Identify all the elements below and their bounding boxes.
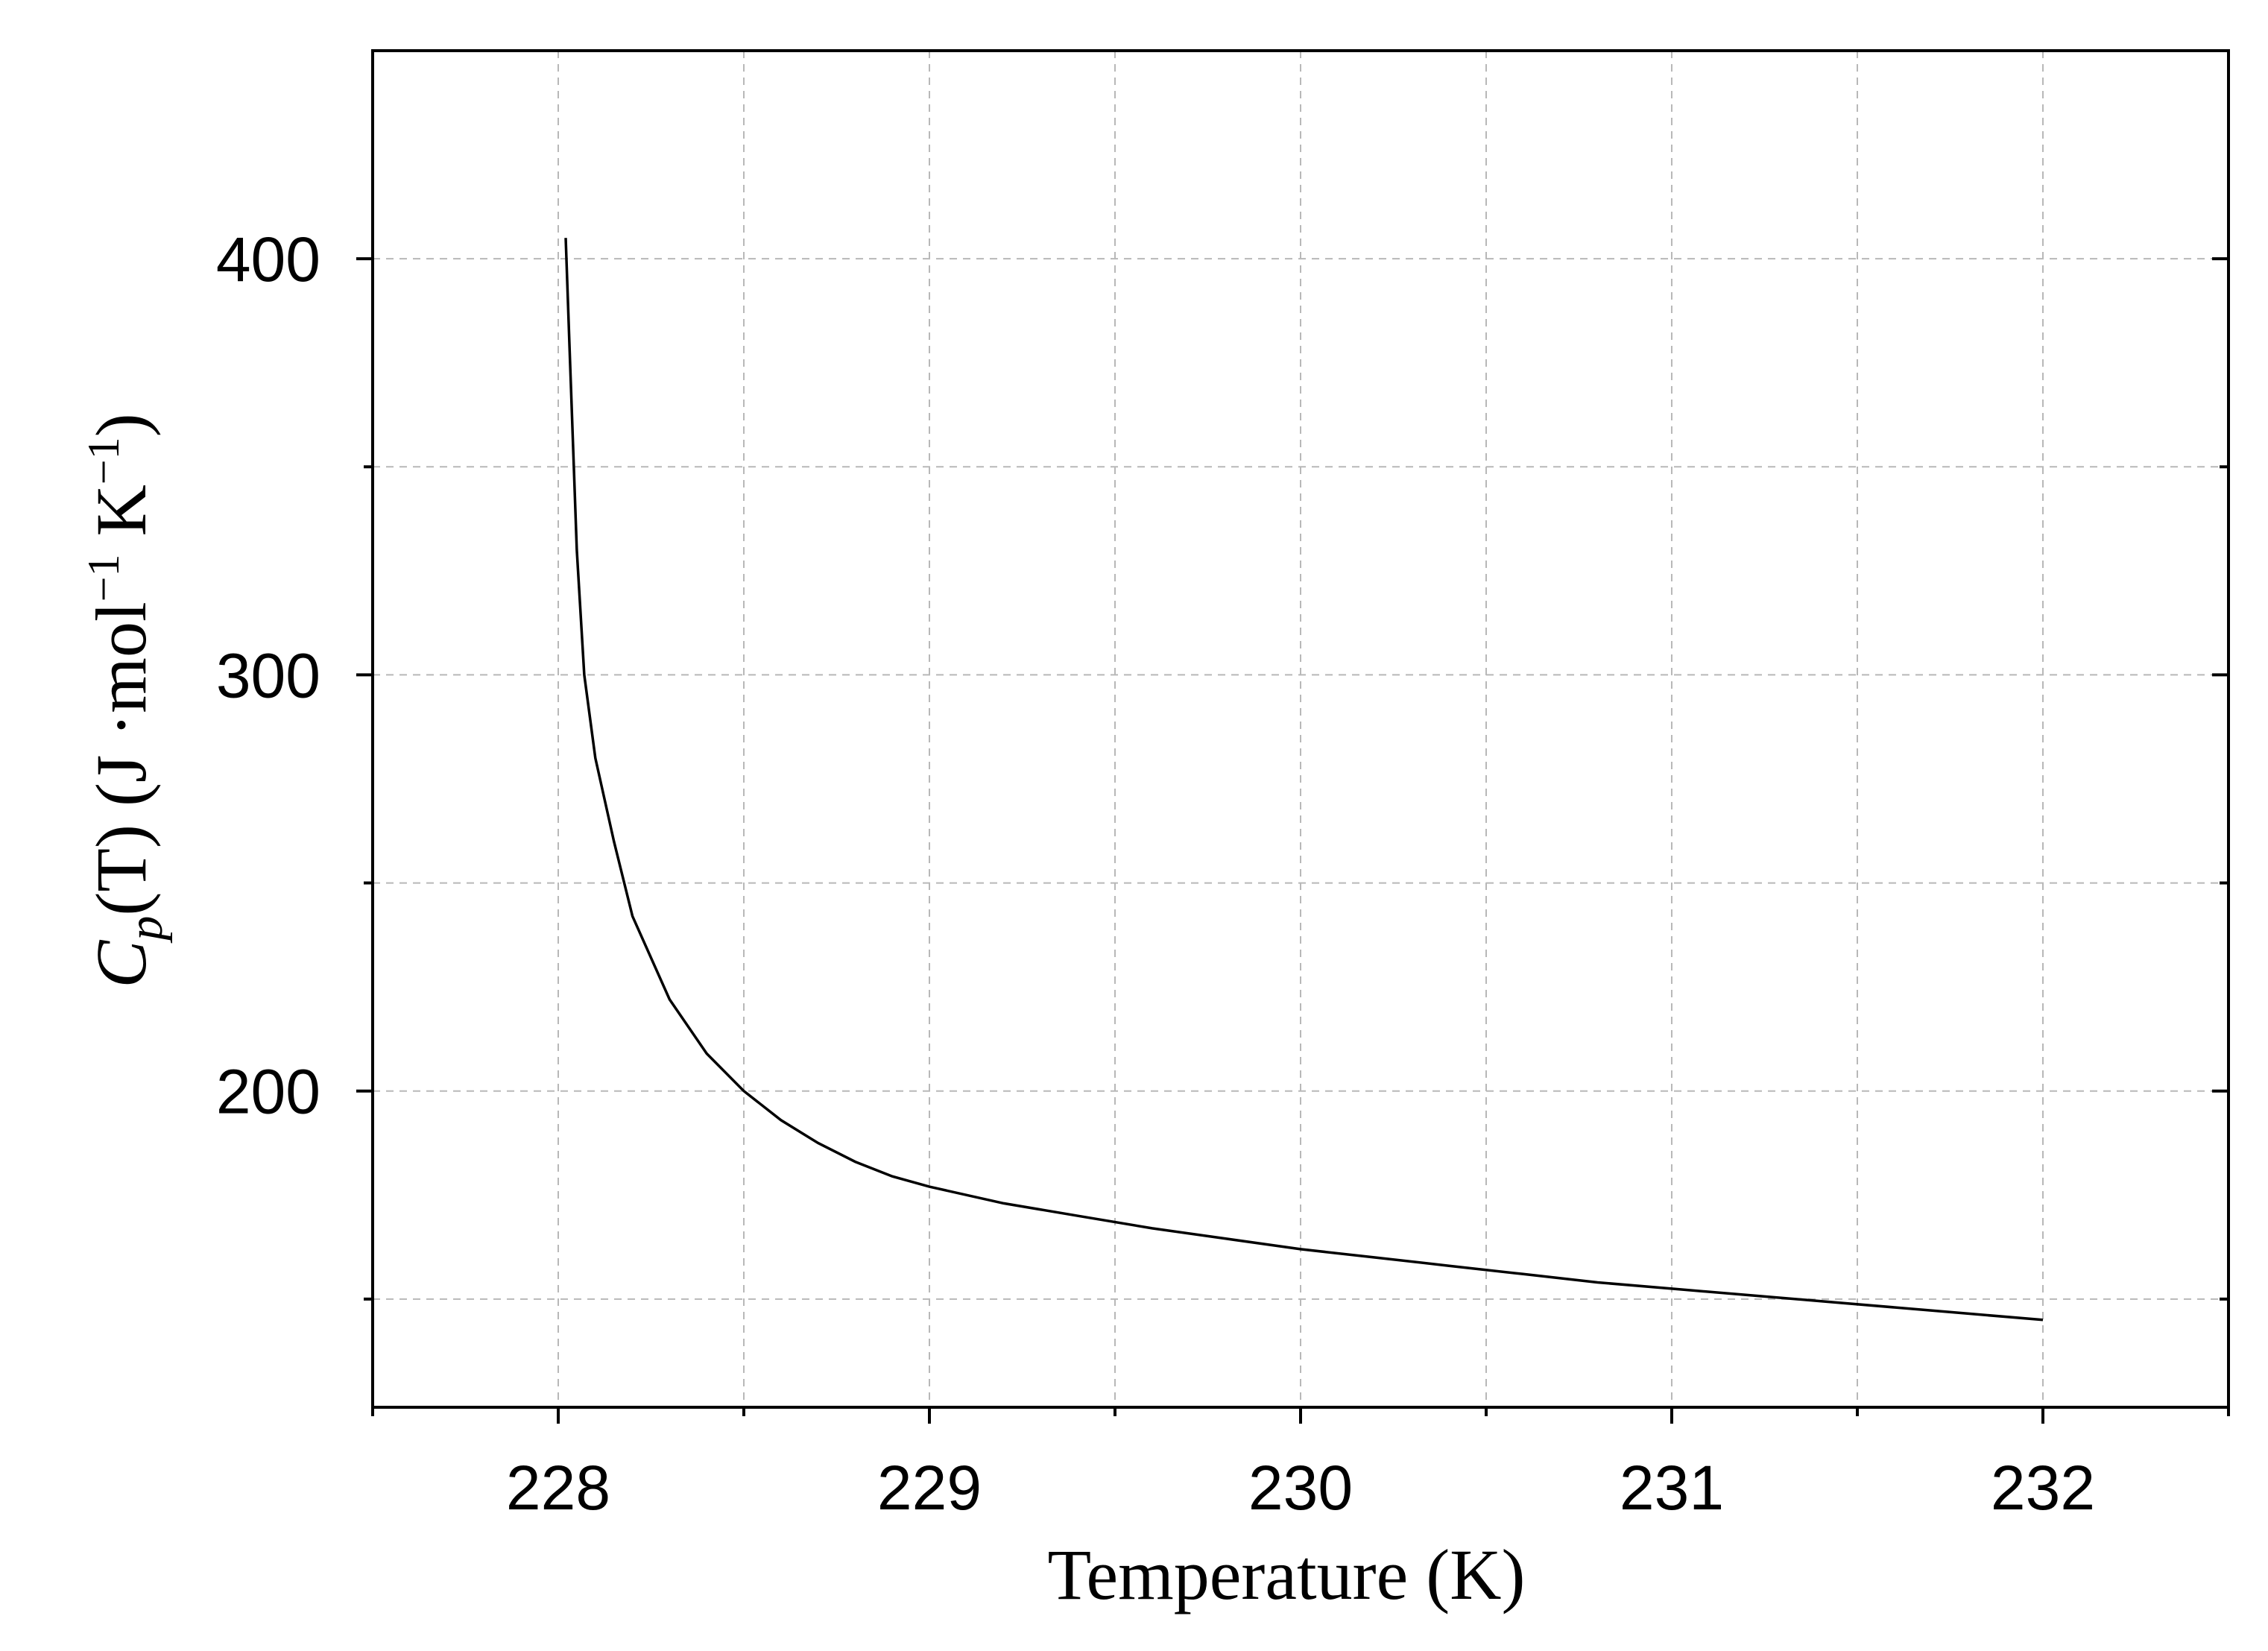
x-axis-label: Temperature (K) — [1048, 1535, 1526, 1614]
y-axis-units-mid: K — [81, 484, 161, 554]
grid-lines — [373, 51, 2228, 1407]
y-tick-label: 400 — [216, 224, 320, 294]
tick-labels: 228 229 230 231 232 200 300 400 — [216, 224, 2095, 1523]
y-axis-subscript: p — [119, 916, 173, 944]
y-axis-label: Cp(T) (J ·mol−1 K−1) — [79, 413, 173, 988]
x-tick-label: 232 — [1991, 1453, 2095, 1523]
y-axis-exponent-2: −1 — [79, 437, 128, 484]
y-tick-label: 300 — [216, 640, 320, 710]
cp-curve — [564, 238, 2044, 1322]
y-tick-label: 200 — [216, 1057, 320, 1127]
y-axis-symbol: C — [81, 940, 161, 988]
y-axis-units-prefix: (J ·mol — [81, 602, 161, 824]
x-tick-label: 229 — [877, 1453, 982, 1523]
y-axis-argument: (T) — [81, 824, 161, 916]
y-axis-exponent-1: −1 — [79, 555, 128, 602]
y-axis-units-suffix: ) — [81, 413, 161, 437]
x-tick-label: 230 — [1248, 1453, 1353, 1523]
x-tick-label: 231 — [1620, 1453, 1724, 1523]
x-tick-label: 228 — [506, 1453, 610, 1523]
axis-ticks — [356, 257, 2230, 1424]
